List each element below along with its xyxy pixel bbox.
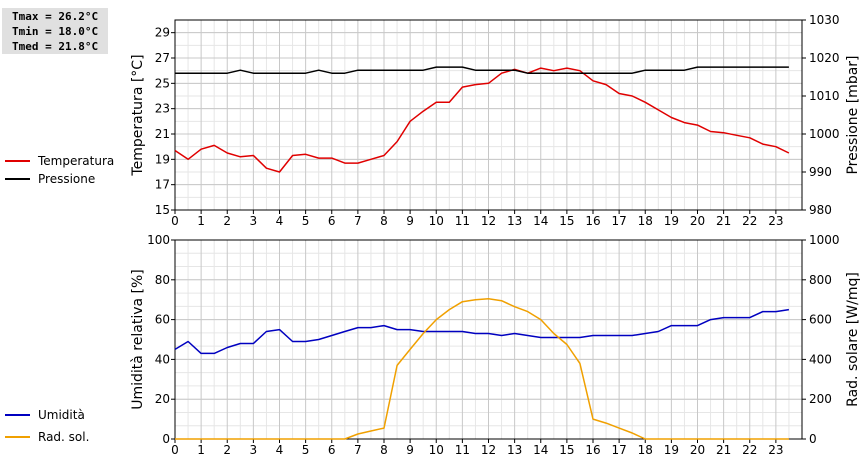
y-tick-label: 0	[162, 432, 170, 446]
y-tick-label: 100	[147, 233, 170, 247]
x-tick-label: 6	[328, 443, 336, 457]
y-tick-label: 29	[155, 26, 170, 40]
legend-label: Umidità	[38, 408, 85, 422]
y2-axis-title: Rad. solare [W/mq]	[845, 272, 860, 407]
series-line-rad-sol	[175, 297, 789, 440]
x-tick-label: 18	[638, 214, 653, 228]
y-tick-label: 19	[155, 152, 170, 166]
y2-tick-label: 400	[809, 352, 832, 366]
x-tick-label: 19	[664, 443, 679, 457]
y-tick-label: 60	[155, 313, 170, 327]
x-tick-label: 2	[223, 443, 231, 457]
x-tick-label: 20	[690, 214, 705, 228]
y-tick-label: 80	[155, 273, 170, 287]
y2-tick-label: 1030	[809, 13, 840, 27]
x-tick-label: 6	[328, 214, 336, 228]
y-axis-title: Umidità relativa [%]	[130, 269, 146, 410]
y2-tick-label: 990	[809, 165, 832, 179]
x-tick-label: 18	[638, 443, 653, 457]
y2-tick-label: 980	[809, 203, 832, 217]
chart-panel-1: 0 1 2 3 4 5 6 7 8 9 10 11 12 13 14 15 16 17 18 19 20 21 22 2315…	[5, 13, 860, 228]
x-tick-label: 4	[276, 214, 284, 228]
x-tick-label: 9	[406, 443, 414, 457]
y-tick-label: 20	[155, 392, 170, 406]
x-tick-label: 5	[302, 214, 310, 228]
x-tick-label: 3	[250, 214, 258, 228]
x-tick-label: 10	[429, 443, 444, 457]
x-tick-label: 21	[716, 443, 731, 457]
y2-tick-label: 600	[809, 313, 832, 327]
x-tick-label: 1	[197, 443, 205, 457]
y2-axis-title: Pressione [mbar]	[845, 55, 860, 174]
y-tick-label: 17	[155, 178, 170, 192]
y2-tick-label: 1010	[809, 89, 840, 103]
x-tick-label: 20	[690, 443, 705, 457]
x-tick-label: 7	[354, 214, 362, 228]
x-tick-label: 12	[481, 443, 496, 457]
x-tick-label: 1	[197, 214, 205, 228]
y-tick-label: 21	[155, 127, 170, 141]
x-tick-label: 3	[250, 443, 258, 457]
x-tick-label: 4	[276, 443, 284, 457]
x-tick-label: 19	[664, 214, 679, 228]
stats-box: Tmax = 26.2°C Tmin = 18.0°C Tmed = 21.8°…	[2, 8, 108, 54]
y-tick-label: 27	[155, 51, 170, 65]
y2-tick-label: 200	[809, 392, 832, 406]
y-tick-label: 15	[155, 203, 170, 217]
x-tick-label: 13	[507, 214, 522, 228]
y2-tick-label: 1000	[809, 233, 840, 247]
x-tick-label: 22	[742, 214, 757, 228]
tmed-text: Tmed = 21.8°C	[12, 40, 99, 53]
x-tick-label: 23	[768, 443, 783, 457]
x-tick-label: 0	[171, 443, 179, 457]
x-tick-label: 10	[429, 214, 444, 228]
tmin-text: Tmin = 18.0°C	[12, 25, 99, 38]
x-tick-label: 15	[559, 443, 574, 457]
y2-tick-label: 0	[809, 432, 817, 446]
x-tick-label: 21	[716, 214, 731, 228]
x-tick-label: 16	[585, 214, 600, 228]
x-tick-label: 0	[171, 214, 179, 228]
x-tick-label: 17	[611, 214, 626, 228]
series-line-pressione	[175, 66, 789, 74]
x-tick-label: 22	[742, 443, 757, 457]
legend-label: Temperatura	[37, 154, 114, 168]
x-tick-label: 8	[380, 214, 388, 228]
chart-panel-2: 0 1 2 3 4 5 6 7 8 9 10 11 12 13 14 15 16 17 18 19 20 21 22 2302…	[5, 233, 860, 457]
y-tick-label: 25	[155, 76, 170, 90]
x-tick-label: 13	[507, 443, 522, 457]
series-line-temperatura	[174, 67, 790, 173]
x-tick-label: 17	[611, 443, 626, 457]
x-tick-label: 12	[481, 214, 496, 228]
x-tick-label: 2	[223, 214, 231, 228]
x-tick-label: 23	[768, 214, 783, 228]
x-tick-label: 16	[585, 443, 600, 457]
y2-tick-label: 800	[809, 273, 832, 287]
tmax-text: Tmax = 26.2°C	[12, 10, 99, 23]
y-axis-title: Temperatura [°C]	[130, 54, 146, 176]
x-tick-label: 14	[533, 443, 548, 457]
y2-tick-label: 1020	[809, 51, 840, 65]
x-tick-label: 15	[559, 214, 574, 228]
y-tick-label: 23	[155, 102, 170, 116]
x-tick-label: 9	[406, 214, 414, 228]
legend-label: Rad. sol.	[38, 430, 89, 444]
y-tick-label: 40	[155, 352, 170, 366]
legend-label: Pressione	[38, 172, 95, 186]
y2-tick-label: 1000	[809, 127, 840, 141]
x-tick-label: 7	[354, 443, 362, 457]
x-tick-label: 11	[455, 443, 470, 457]
x-tick-label: 8	[380, 443, 388, 457]
x-tick-label: 14	[533, 214, 548, 228]
series-line-umidit	[174, 308, 790, 355]
x-tick-label: 5	[302, 443, 310, 457]
x-tick-label: 11	[455, 214, 470, 228]
